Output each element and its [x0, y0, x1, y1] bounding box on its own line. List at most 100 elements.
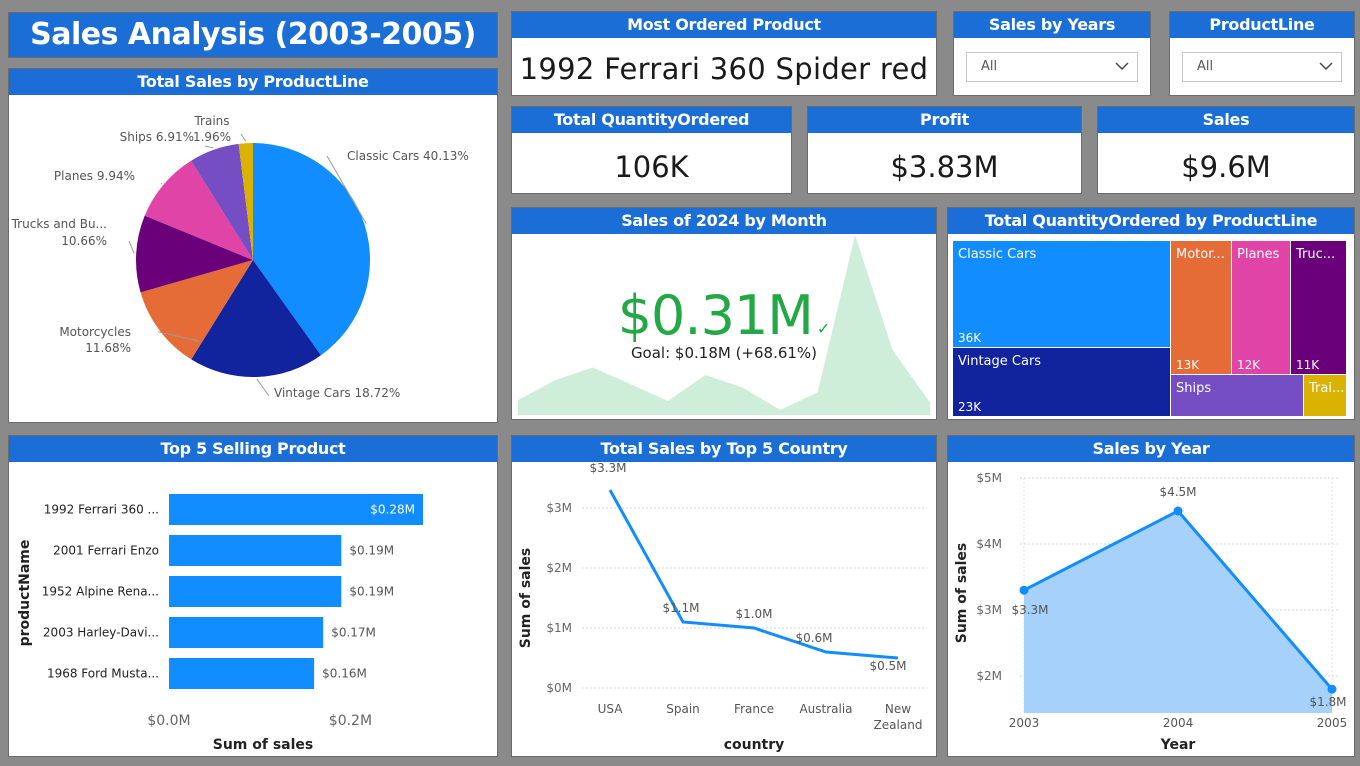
y-tick-label: $4M	[976, 537, 1002, 551]
treemap-classic-cars[interactable]: Classic Cars 36K	[953, 241, 1170, 347]
monthly-title: Sales of 2024 by Month	[512, 208, 936, 234]
data-label: $0.5M	[869, 659, 906, 673]
pie-slice-ships	[191, 143, 253, 260]
x-tick-label: Australia	[799, 702, 852, 716]
pie-label: Trucks and Bu...	[11, 217, 107, 231]
top-products-panel: Top 5 Selling Product 1992 Ferrari 360 .…	[8, 435, 498, 757]
bar-data-label: $0.28M	[370, 503, 415, 517]
pie-leader-line	[256, 378, 270, 397]
y-tick-label: $2M	[976, 669, 1002, 683]
productline-dropdown[interactable]: All	[1182, 52, 1342, 82]
monthly-sparkline	[518, 235, 930, 415]
pie-label: Ships 6.91%	[120, 130, 194, 144]
pie-label: Classic Cars 40.13%	[347, 149, 469, 163]
y-tick-label: $2M	[546, 561, 572, 575]
quantity-value: 106K	[614, 150, 689, 184]
pie-leader-line	[160, 182, 163, 185]
pie-label: Motorcycles	[59, 325, 131, 339]
sparkline-area	[518, 235, 930, 415]
year-chart: $5M $4M $3M $2M $3.3M $4.5M $1.8M 2003 2004 2005 Y…	[954, 471, 1348, 753]
quantity-card: Total QuantityOrdered 106K	[511, 106, 792, 194]
treemap-value: 36K	[958, 331, 982, 345]
treemap-label: Trai...	[1309, 381, 1345, 396]
pie-slice-trains	[238, 143, 253, 260]
bar-data-label: $0.16M	[322, 667, 367, 681]
pie-slice-trucks-and-bu-	[136, 215, 253, 293]
productline-slicer: ProductLine All	[1169, 11, 1355, 96]
bar-category-label: 2003 Harley-Davi...	[43, 626, 159, 640]
treemap-panel: Total QuantityOrdered by ProductLine Cla…	[947, 207, 1355, 420]
most-ordered-card: Most Ordered Product 1992 Ferrari 360 Sp…	[511, 11, 937, 96]
pie-leader-line	[240, 133, 247, 142]
treemap-planes[interactable]: Planes 12K	[1232, 241, 1290, 374]
pie-leader-line	[204, 145, 214, 149]
years-slicer: Sales by Years All	[953, 11, 1151, 96]
pie-panel: Total Sales by ProductLine Classic Cars …	[8, 68, 498, 423]
country-chart: $0M $1M $2M $3M $3.3M $1.1M $1.0M $0.6M $0.5M USA…	[518, 463, 927, 753]
x-axis-title: Sum of sales	[213, 737, 314, 753]
bar	[169, 658, 315, 689]
treemap-value: 23K	[958, 400, 982, 414]
treemap-label: Motor...	[1176, 247, 1225, 262]
productline-dropdown-value: All	[1197, 59, 1214, 74]
bar-category-label: 1952 Alpine Rena...	[42, 585, 159, 599]
y-axis-title: Sum of sales	[518, 548, 534, 649]
top-products-title: Top 5 Selling Product	[9, 436, 497, 462]
x-tick-label: New	[885, 702, 911, 716]
treemap-ships[interactable]: Ships	[1171, 375, 1303, 416]
years-dropdown[interactable]: All	[966, 52, 1138, 82]
profit-value: $3.83M	[890, 150, 999, 184]
y-tick-label: $5M	[976, 471, 1002, 485]
x-tick-label: France	[734, 702, 774, 716]
year-point	[1019, 585, 1029, 595]
pie-slice-planes	[144, 160, 253, 260]
bar-data-label: $0.19M	[349, 544, 394, 558]
treemap-label: Classic Cars	[958, 247, 1037, 262]
x-axis-title: country	[724, 737, 785, 753]
bar	[169, 535, 342, 566]
treemap-label: Planes	[1237, 247, 1280, 262]
country-title: Total Sales by Top 5 Country	[512, 436, 936, 462]
data-label: $4.5M	[1159, 485, 1196, 499]
x-axis-title: Year	[1160, 737, 1196, 753]
quantity-title: Total QuantityOrdered	[512, 107, 791, 133]
x-tick-label: 2005	[1317, 716, 1348, 730]
treemap-trains[interactable]: Trai...	[1304, 375, 1346, 416]
treemap-motorcycles[interactable]: Motor... 13K	[1171, 241, 1231, 374]
data-label: $0.6M	[795, 631, 832, 645]
treemap-label: Ships	[1176, 381, 1212, 396]
data-label: $1.0M	[735, 607, 772, 621]
pie-slice-classic-cars	[253, 143, 370, 356]
productline-slicer-title: ProductLine	[1170, 12, 1354, 38]
treemap-vintage-cars[interactable]: Vintage Cars 23K	[953, 348, 1170, 416]
year-area	[1024, 511, 1332, 713]
y-axis-title: productName	[17, 540, 33, 647]
chevron-down-icon	[1115, 62, 1129, 70]
bar-category-label: 2001 Ferrari Enzo	[53, 544, 159, 558]
x-tick-label: Spain	[666, 702, 700, 716]
monthly-value-row: $0.31M ✓	[512, 284, 936, 347]
pie-label: 10.66%	[61, 234, 107, 248]
profit-card: Profit $3.83M	[807, 106, 1082, 194]
x-tick-label: $0.2M	[329, 713, 372, 729]
treemap-title: Total QuantityOrdered by ProductLine	[948, 208, 1354, 234]
y-tick-label: $0M	[546, 681, 572, 695]
treemap-trucks[interactable]: Truc... 11K	[1291, 241, 1346, 374]
pie-leader-line	[157, 331, 200, 342]
profit-title: Profit	[808, 107, 1081, 133]
pie-leader-line	[128, 240, 135, 254]
data-label: $3.3M	[1011, 603, 1048, 617]
x-tick-label: USA	[598, 702, 624, 716]
data-label: $1.8M	[1309, 695, 1346, 709]
y-axis-title: Sum of sales	[954, 543, 970, 644]
data-label: $1.1M	[662, 601, 699, 615]
top-products-chart: 1992 Ferrari 360 ... $0.28M 2001 Ferrari E…	[17, 494, 423, 753]
year-title: Sales by Year	[948, 436, 1354, 462]
treemap-value: 11K	[1296, 358, 1320, 372]
bar-data-label: $0.19M	[349, 585, 394, 599]
x-tick-label: $0.0M	[147, 713, 190, 729]
y-tick-label: $3M	[976, 603, 1002, 617]
bar	[169, 494, 423, 525]
pie-leader-line	[326, 155, 367, 224]
sales-title: Sales	[1098, 107, 1354, 133]
